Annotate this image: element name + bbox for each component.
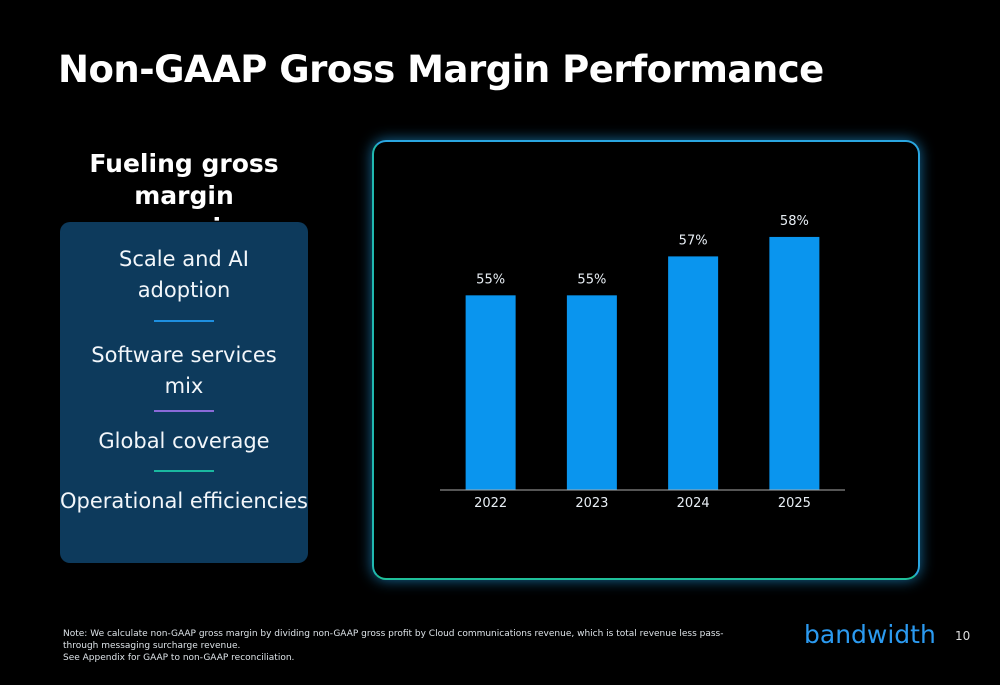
bar [668,256,719,490]
sidebar-item: Software services mix [91,343,277,398]
chart: 55% 2022 55% 2023 57% 2024 58% 2025 [440,214,845,511]
data-label: 55% [577,272,606,287]
data-label: 58% [780,214,809,229]
logo: bandwidth [804,620,936,649]
x-tick-label: 2022 [474,496,507,511]
x-tick-label: 2025 [778,496,811,511]
x-tick-label: 2024 [677,496,710,511]
chart-panel [372,140,920,580]
page-number: 10 [955,629,971,643]
divider [154,320,214,322]
footnote-line: Note: We calculate non-GAAP gross margin… [63,629,724,651]
x-tick-label: 2023 [575,496,608,511]
sidebar-item: Global coverage [98,429,270,453]
sidebar-item-wrap: Scale and AI adoption [60,244,308,306]
footnote-line: See Appendix for GAAP to non-GAAP reconc… [63,653,295,663]
sidebar-item-wrap: Global coverage [60,426,308,457]
bar [769,236,820,490]
footnote: Note: We calculate non-GAAP gross margin… [63,628,743,664]
sidebar-box: Scale and AI adoption Software services … [60,222,308,563]
slide-title: Non-GAAP Gross Margin Performance [58,48,824,91]
sidebar-item-wrap: Operational efficiencies [60,486,308,517]
divider [154,470,214,472]
bar [566,295,617,490]
bar [465,295,516,490]
divider [154,410,214,412]
sidebar-item: Scale and AI adoption [119,247,249,302]
data-label: 55% [476,272,505,287]
sidebar-item: Operational efficiencies [60,489,308,513]
sidebar-item-wrap: Software services mix [60,340,308,402]
data-label: 57% [679,233,708,248]
